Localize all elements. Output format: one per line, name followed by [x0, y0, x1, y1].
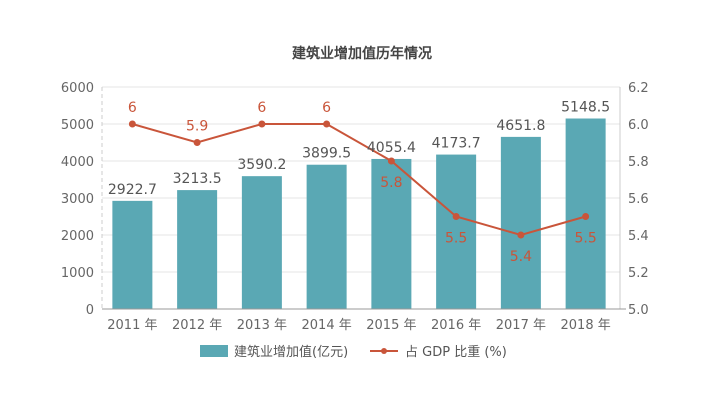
bar-label: 3590.2 [237, 157, 286, 173]
bar-label: 4651.8 [496, 118, 545, 134]
line-label: 6 [322, 100, 331, 116]
bar-label: 4173.7 [432, 136, 481, 152]
line-point [387, 157, 395, 165]
line-label: 5.4 [510, 249, 532, 265]
x-tick-label: 2018 年 [561, 318, 611, 333]
left-tick-label: 6000 [61, 81, 94, 96]
bar [500, 136, 541, 309]
x-tick-label: 2012 年 [172, 318, 222, 333]
legend-label-bar: 建筑业增加值(亿元) [234, 344, 348, 360]
line-point [582, 213, 590, 220]
chart-title: 建筑业增加值历年情况 [292, 45, 432, 62]
right-tick-label: 5.4 [628, 229, 649, 244]
left-tick-label: 0 [86, 303, 94, 318]
left-tick-label: 1000 [61, 266, 94, 281]
legend-label-line: 占 GDP 比重 (%) [405, 344, 507, 360]
right-tick-label: 5.2 [628, 266, 649, 281]
line-point [193, 139, 201, 146]
legend-swatch-bar [200, 345, 228, 357]
line-point [258, 120, 266, 128]
bar [371, 158, 412, 309]
right-tick-label: 5.0 [628, 303, 649, 318]
x-tick-label: 2015 年 [366, 318, 416, 333]
right-tick-label: 6.0 [628, 118, 649, 133]
left-tick-label: 2000 [61, 229, 94, 244]
line-label: 5.5 [445, 231, 467, 247]
line-point [323, 120, 331, 128]
bar [177, 190, 218, 309]
bar [112, 200, 153, 309]
line-point [517, 231, 525, 239]
x-tick-label: 2016 年 [431, 318, 481, 333]
line-label: 5.9 [186, 119, 208, 135]
line-point [452, 213, 460, 220]
right-tick-label: 5.8 [628, 155, 649, 170]
right-tick-label: 6.2 [628, 81, 649, 96]
bar-label: 3899.5 [302, 146, 351, 162]
line-label: 5.8 [380, 175, 402, 191]
right-tick-label: 5.6 [628, 192, 649, 207]
left-tick-label: 5000 [61, 118, 94, 133]
line-point [128, 120, 136, 128]
bar-label: 2922.7 [108, 182, 157, 198]
bar [436, 154, 477, 309]
x-tick-label: 2017 年 [496, 318, 546, 333]
x-tick-label: 2014 年 [302, 318, 352, 333]
bar-label: 3213.5 [173, 171, 222, 187]
left-tick-label: 4000 [61, 155, 94, 170]
bar-label: 4055.4 [367, 140, 416, 156]
line-series [132, 123, 586, 237]
legend-swatch-marker [381, 348, 387, 354]
legend: 建筑业增加值(亿元) 占 GDP 比重 (%) [200, 344, 507, 360]
left-tick-label: 3000 [61, 192, 94, 207]
x-tick-label: 2011 年 [107, 318, 157, 333]
bar-label: 5148.5 [561, 100, 610, 116]
x-tick-label: 2013 年 [237, 318, 287, 333]
bar [306, 164, 347, 309]
bar [241, 176, 282, 309]
line-label: 6 [257, 100, 266, 116]
line-label: 6 [128, 100, 137, 116]
line-label: 5.5 [574, 231, 596, 247]
